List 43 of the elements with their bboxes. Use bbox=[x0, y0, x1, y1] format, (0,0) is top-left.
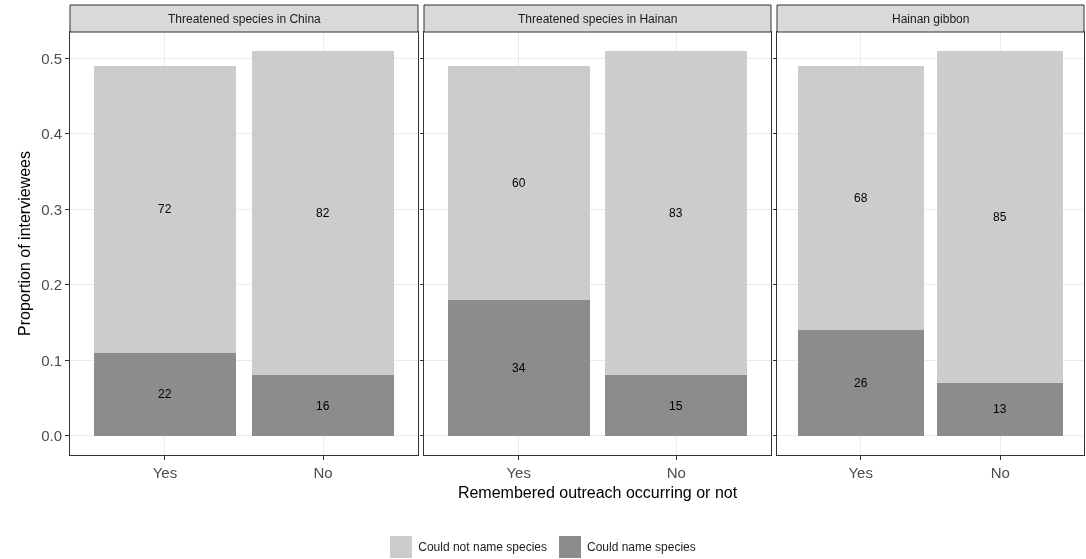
chart-title: Threatened species in Hainan bbox=[518, 12, 678, 26]
y-axis-title: Proportion of interviewees bbox=[16, 151, 34, 336]
annotation: 85 bbox=[993, 210, 1007, 224]
annotation: 13 bbox=[993, 402, 1007, 416]
y-tick-label: 0.4 bbox=[41, 125, 62, 143]
y-tick-label: 0.5 bbox=[41, 49, 62, 67]
annotation: 72 bbox=[158, 202, 172, 216]
annotation: 15 bbox=[669, 399, 683, 413]
y-tick-label: 0.0 bbox=[41, 427, 62, 445]
x-tick-label: Yes bbox=[506, 464, 531, 481]
annotation: 16 bbox=[316, 399, 330, 413]
chart-title: Threatened species in China bbox=[168, 12, 322, 26]
x-tick-label: Yes bbox=[848, 464, 873, 481]
x-tick-label: Yes bbox=[152, 464, 178, 481]
bar bbox=[93, 65, 237, 353]
legend-label: Could not name species bbox=[418, 540, 547, 554]
x-tick-label: No bbox=[313, 464, 333, 481]
bar bbox=[447, 299, 590, 436]
annotation: 82 bbox=[316, 206, 330, 220]
annotation: 34 bbox=[512, 361, 526, 375]
bar bbox=[251, 50, 395, 376]
bar bbox=[605, 50, 748, 376]
x-tick-label: No bbox=[666, 464, 686, 481]
bar bbox=[797, 65, 924, 331]
bar bbox=[937, 50, 1064, 383]
chart-title: Hainan gibbon bbox=[892, 12, 970, 26]
bar bbox=[797, 330, 924, 436]
annotation: 83 bbox=[669, 206, 683, 220]
legend-label: Could name species bbox=[587, 540, 696, 554]
bar bbox=[251, 375, 395, 436]
x-axis-title: Remembered outreach occurring or not bbox=[457, 483, 738, 501]
bar bbox=[937, 382, 1064, 436]
annotation: 68 bbox=[854, 191, 868, 205]
annotation: 22 bbox=[158, 387, 172, 401]
bar bbox=[447, 65, 590, 300]
y-tick-label: 0.3 bbox=[41, 200, 62, 218]
bar bbox=[93, 352, 237, 436]
y-tick-label: 0.1 bbox=[41, 351, 62, 369]
bar bbox=[605, 375, 748, 436]
annotation: 60 bbox=[512, 176, 526, 190]
x-tick-label: No bbox=[990, 464, 1010, 481]
annotation: 26 bbox=[854, 376, 868, 390]
y-tick-label: 0.2 bbox=[41, 276, 62, 294]
